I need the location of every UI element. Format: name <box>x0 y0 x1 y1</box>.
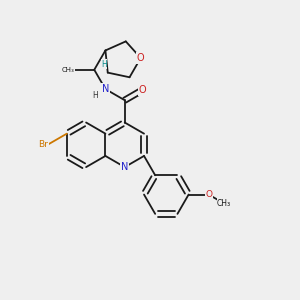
Text: CH₃: CH₃ <box>61 67 74 73</box>
Text: O: O <box>205 190 212 199</box>
Text: N: N <box>121 162 128 172</box>
Text: N: N <box>102 84 109 94</box>
Text: CH₃: CH₃ <box>217 199 231 208</box>
Text: Br: Br <box>39 140 49 149</box>
Text: H: H <box>92 91 98 100</box>
Text: O: O <box>138 85 146 95</box>
Text: H: H <box>101 60 107 69</box>
Text: O: O <box>137 53 145 63</box>
